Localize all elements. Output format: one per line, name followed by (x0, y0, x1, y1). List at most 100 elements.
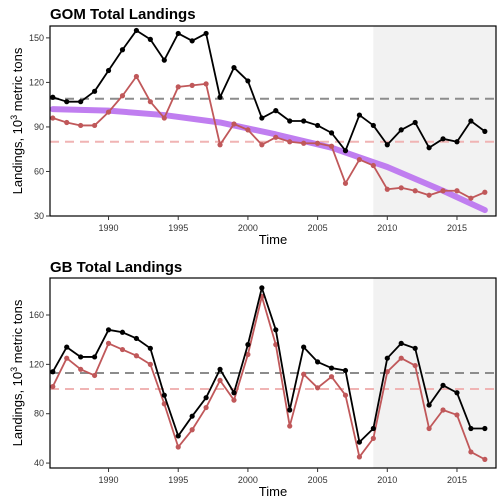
gom-x-tick-label: 2010 (377, 223, 397, 233)
gb-series-red-point (147, 361, 153, 367)
gb-y-axis-title-main: Landings, 10 (10, 372, 25, 446)
gom-series-black-point (245, 78, 251, 84)
gom-series-black-point (426, 145, 432, 151)
gb-series-red-point (119, 346, 126, 353)
gom-series-red-point (356, 156, 363, 163)
gb-series-black-point (315, 359, 321, 365)
gb-series-black-point (370, 425, 376, 432)
gom-series-black-point (301, 118, 307, 124)
gb-series-red-point (398, 355, 404, 361)
gom-y-tick-label: 90 (34, 122, 44, 132)
gom-series-black-point (203, 30, 209, 37)
gb-x-tick-label: 2015 (447, 475, 467, 485)
gb-series-red-point (231, 397, 237, 403)
gb-series-red-point (78, 366, 84, 372)
gb-series-black-point (175, 433, 181, 439)
gom-series-red-point (78, 122, 84, 129)
gom-series-black-point (50, 94, 56, 100)
gb-x-tick-label: 2010 (377, 475, 397, 485)
gb-series-black-point (119, 329, 126, 335)
gom-series-red-point (301, 140, 307, 146)
gb-panel: GB Total Landings 1990 1995 2000 2005 2010 201… (9, 259, 497, 499)
gb-series-red-point (245, 351, 251, 358)
gom-series-red-point (454, 188, 460, 194)
gb-series-black-point (287, 407, 293, 413)
gom-series-black-point (356, 112, 363, 118)
gom-x-tick-label: 1995 (168, 223, 188, 233)
gom-y-axis-title: Landings, 103 metric tons (9, 47, 25, 194)
gom-series-red-point (315, 140, 321, 146)
gom-series-red-point (328, 143, 335, 149)
gom-series-black-point (105, 67, 112, 74)
gb-series-black-point (342, 367, 349, 374)
gom-series-red-point (119, 93, 126, 99)
gb-series-red-point (203, 404, 209, 411)
gom-series-black-point (328, 130, 335, 136)
gb-series-black-point (301, 344, 307, 350)
gb-series-black-point (189, 413, 195, 419)
gb-series-black-point (468, 425, 474, 432)
gb-series-black-point (398, 340, 404, 346)
gb-series-black-point (245, 342, 251, 348)
gb-series-black-point (203, 395, 209, 401)
gom-series-red-point (231, 121, 237, 127)
gom-series-red-point (203, 81, 209, 87)
gb-series-black-point (105, 327, 112, 333)
gom-series-red-point (92, 122, 98, 129)
gb-x-tick-label: 1995 (168, 475, 188, 485)
gom-trend-line (49, 106, 488, 214)
gb-series-black-point (454, 390, 460, 396)
gom-series-red-point (161, 115, 167, 121)
gom-series-black-line (52, 29, 486, 152)
gom-series-red-point (412, 188, 418, 194)
gb-y-axis-title: Landings, 103 metric tons (9, 299, 25, 446)
gom-series-red-point (133, 73, 140, 80)
gb-series-red-point (92, 372, 98, 379)
gom-panel: GOM Total Landings 1990 1995 2000 2005 2010 20… (9, 6, 497, 247)
gb-series-red-point (454, 412, 460, 418)
gom-series-black-point (370, 122, 376, 129)
gb-series-black-point (217, 366, 223, 372)
gom-series-red-point (273, 134, 279, 140)
gb-y-tick-label: 160 (29, 310, 44, 320)
gom-series-black-point (440, 136, 446, 142)
gom-series-black-point (468, 118, 474, 124)
gb-series-red-point (328, 374, 335, 380)
gom-y-tick-label: 120 (29, 77, 44, 87)
gom-y-tick-label: 60 (34, 166, 44, 176)
gom-series-red-point (468, 195, 474, 201)
gb-series-black-point (64, 344, 70, 350)
gom-series-black-point (412, 119, 418, 126)
gb-series-black-point (482, 425, 488, 432)
gom-series-black-point (64, 99, 70, 105)
gom-series-black-point (161, 57, 167, 63)
gb-series-red-point (301, 371, 307, 377)
gb-series-red-point (482, 456, 488, 462)
gb-series-black-point (133, 335, 140, 342)
gb-series-red-point (273, 342, 279, 348)
gb-series-red-point (412, 362, 418, 369)
gb-series-red-point (189, 427, 195, 433)
gom-series-red-point (64, 119, 70, 126)
gom-series-black-point (217, 94, 223, 100)
gom-x-tick-label: 1990 (99, 223, 119, 233)
gb-series-red-point (468, 449, 474, 455)
gom-series-red-point (189, 82, 195, 88)
gom-x-tick-label: 2015 (447, 223, 467, 233)
gb-series-red-point (64, 355, 70, 361)
gb-series-red-point (342, 392, 349, 398)
gom-series-red-point (482, 189, 488, 195)
gb-y-axis-title-rest: metric tons (10, 299, 25, 367)
gb-series-black-point (147, 345, 153, 351)
gb-series-black-point (328, 365, 335, 371)
gb-series-black-point (50, 369, 56, 375)
gom-series-red-point (259, 142, 265, 148)
gb-series-black-point (384, 355, 390, 361)
gom-y-axis-title-sup: 3 (9, 115, 19, 120)
gb-series-black-point (92, 354, 98, 360)
gb-series-black-point (161, 392, 167, 398)
gom-series-black-point (78, 99, 84, 105)
gb-series-black-point (259, 285, 265, 291)
gom-y-axis-title-main: Landings, 10 (10, 120, 25, 194)
gb-series-black-point (273, 327, 279, 333)
